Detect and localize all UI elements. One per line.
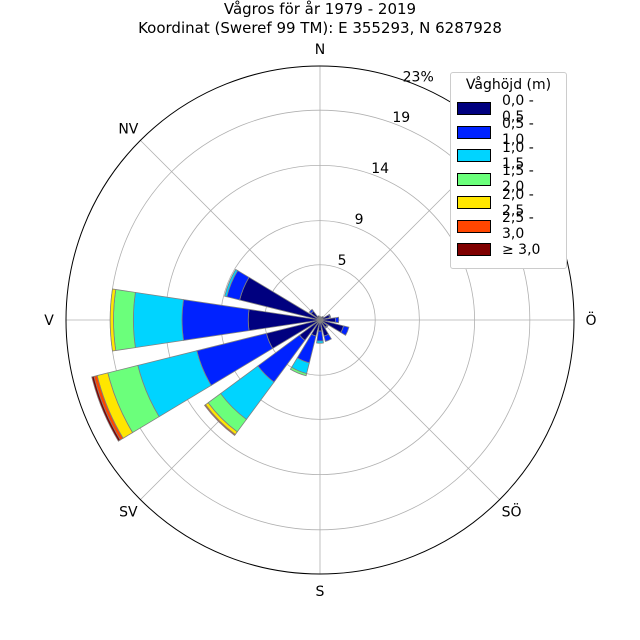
sector-bar bbox=[289, 366, 308, 377]
legend-label: 2,5 - 3,0 bbox=[502, 210, 534, 243]
legend-item: 0,0 - 0,5 bbox=[457, 93, 560, 125]
direction-label: S bbox=[316, 584, 325, 600]
sector-bar bbox=[334, 316, 340, 324]
sector-bar bbox=[316, 330, 324, 342]
radial-tick-label: 9 bbox=[355, 212, 364, 228]
direction-label: Ö bbox=[585, 311, 596, 329]
legend-item: ≥ 3,0 bbox=[457, 238, 560, 262]
sector-bar bbox=[323, 333, 332, 342]
legend-label: 2,0 - 2,5 bbox=[502, 186, 534, 219]
direction-label: SV bbox=[119, 505, 138, 521]
direction-label: SÖ bbox=[502, 503, 522, 521]
sector-bar bbox=[109, 288, 117, 352]
legend-label: 1,5 - 2,0 bbox=[502, 163, 534, 196]
sector-bar bbox=[340, 325, 350, 336]
grid-spoke bbox=[319, 319, 500, 500]
title-line-2: Koordinat (Sweref 99 TM): E 355293, N 62… bbox=[138, 19, 502, 37]
legend-title: Våghöjd (m) bbox=[465, 77, 552, 93]
sector-bar bbox=[316, 340, 324, 344]
sector-bar bbox=[324, 324, 329, 329]
sector-bar bbox=[327, 313, 332, 319]
radial-tick-label: 14 bbox=[371, 161, 389, 177]
sector-bar bbox=[91, 375, 121, 442]
direction-label: NV bbox=[118, 121, 138, 137]
legend-item: 1,5 - 2,0 bbox=[457, 163, 560, 195]
legend-label: ≥ 3,0 bbox=[502, 241, 541, 258]
legend-label: 1,0 - 1,5 bbox=[502, 139, 534, 172]
legend: Våghöjd (m) 0,0 - 0,5 0,5 - 1,0 1,0 - 1,5 1… bbox=[450, 72, 567, 269]
legend-item: 2,0 - 2,5 bbox=[457, 187, 560, 219]
sector-bar bbox=[204, 404, 236, 436]
legend-item: 2,5 - 3,0 bbox=[457, 210, 560, 242]
legend-swatch bbox=[457, 172, 491, 186]
legend-items: 0,0 - 0,5 0,5 - 1,0 1,0 - 1,5 1,5 - 2,0 2,0 … bbox=[457, 93, 560, 262]
legend-item: 0,5 - 1,0 bbox=[457, 116, 560, 148]
legend-swatch bbox=[457, 125, 491, 139]
sector-bar bbox=[224, 268, 239, 298]
sector-bar bbox=[181, 299, 250, 341]
title-line-1: Vågros för år 1979 - 2019 bbox=[223, 0, 417, 18]
legend-swatch bbox=[457, 149, 491, 163]
sector-bar bbox=[133, 291, 184, 349]
chart-title: Vågros för år 1979 - 2019 Koordinat (Swe… bbox=[0, 0, 640, 38]
legend-item: 1,0 - 1,5 bbox=[457, 140, 560, 172]
sector-bar bbox=[317, 315, 321, 321]
sector-bar bbox=[113, 289, 136, 351]
legend-swatch bbox=[457, 243, 491, 257]
radial-tick-label: 23% bbox=[403, 69, 434, 85]
radial-tick-label: 5 bbox=[338, 253, 347, 269]
legend-label: 0,5 - 1,0 bbox=[502, 116, 534, 149]
legend-swatch bbox=[457, 102, 491, 116]
sector-bar bbox=[308, 308, 314, 314]
legend-swatch bbox=[457, 219, 491, 233]
legend-label: 0,0 - 0,5 bbox=[502, 92, 534, 125]
grid-spoke bbox=[140, 140, 321, 321]
radial-tick-label: 19 bbox=[392, 110, 410, 126]
polar-frame bbox=[65, 65, 575, 575]
direction-label: N bbox=[315, 42, 325, 58]
direction-label: V bbox=[44, 313, 54, 329]
legend-swatch bbox=[457, 196, 491, 210]
sector-bar bbox=[247, 308, 321, 332]
